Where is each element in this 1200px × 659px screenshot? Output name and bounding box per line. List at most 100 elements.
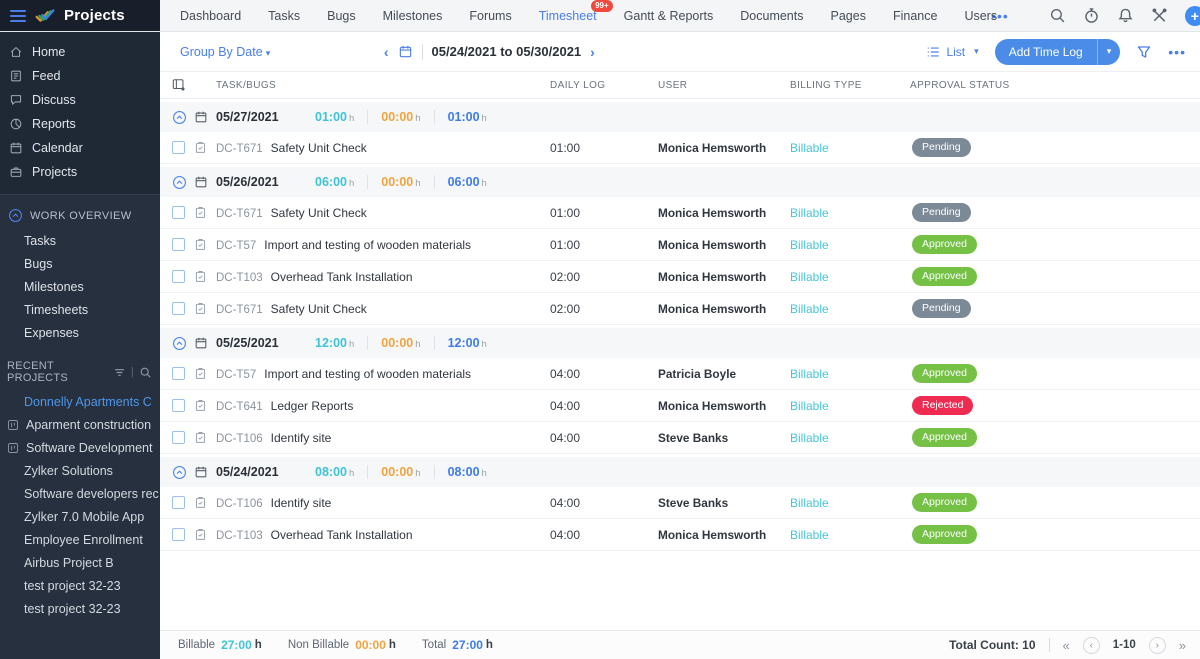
work-overview-item-milestones[interactable]: Milestones bbox=[24, 279, 84, 294]
billing-type[interactable]: Billable bbox=[790, 140, 829, 155]
recent-project-test-project-32-23[interactable]: test project 32-23 bbox=[0, 597, 160, 620]
nav-item-bugs[interactable]: Bugs bbox=[327, 8, 356, 23]
row-checkbox[interactable] bbox=[172, 496, 185, 509]
recent-project-airbus-project-b[interactable]: Airbus Project B bbox=[0, 551, 160, 574]
add-time-log-button[interactable]: Add Time Log ▾ bbox=[994, 38, 1121, 65]
recent-project-software-developers-rec[interactable]: Software developers rec bbox=[0, 482, 160, 505]
nav-item-forums[interactable]: Forums bbox=[469, 8, 512, 23]
row-checkbox[interactable] bbox=[172, 367, 185, 380]
search-projects-icon[interactable] bbox=[139, 366, 152, 379]
row-checkbox[interactable] bbox=[172, 238, 185, 251]
collapse-group-icon[interactable] bbox=[172, 175, 187, 190]
work-overview-item-expenses[interactable]: Expenses bbox=[24, 325, 79, 340]
add-new-button[interactable]: + bbox=[1184, 5, 1200, 26]
row-checkbox[interactable] bbox=[172, 270, 185, 283]
task-name[interactable]: Overhead Tank Installation bbox=[270, 269, 413, 284]
task-name[interactable]: Safety Unit Check bbox=[270, 301, 367, 316]
collapse-group-icon[interactable] bbox=[172, 110, 187, 125]
first-page-icon[interactable]: « bbox=[1062, 637, 1070, 653]
timer-icon[interactable] bbox=[1083, 7, 1100, 24]
view-selector-dropdown[interactable]: List ▾ bbox=[926, 45, 979, 59]
filter-icon[interactable] bbox=[1136, 44, 1152, 60]
daily-log-value: 01:00 bbox=[550, 205, 581, 220]
toolbar-more-button[interactable]: ••• bbox=[1168, 43, 1186, 60]
prev-week-chevron[interactable]: ‹ bbox=[383, 43, 389, 60]
billing-type[interactable]: Billable bbox=[790, 398, 829, 413]
recent-project-test-project-32-23[interactable]: test project 32-23 bbox=[0, 574, 160, 597]
divider bbox=[1048, 638, 1050, 652]
next-week-chevron[interactable]: › bbox=[590, 43, 595, 60]
nav-item-finance[interactable]: Finance bbox=[892, 8, 938, 23]
task-name[interactable]: Identify site bbox=[270, 495, 332, 510]
home-icon bbox=[9, 45, 23, 59]
group-non-billable-hours: 00:00 h bbox=[367, 465, 433, 479]
next-page-icon[interactable]: › bbox=[1148, 636, 1166, 654]
row-checkbox[interactable] bbox=[172, 206, 185, 219]
row-checkbox[interactable] bbox=[172, 141, 185, 154]
customize-columns-icon[interactable] bbox=[172, 78, 186, 92]
sidebar-item-home[interactable]: Home bbox=[0, 40, 160, 64]
task-clipboard-icon bbox=[194, 496, 207, 509]
work-overview-header[interactable]: WORK OVERVIEW bbox=[0, 204, 160, 229]
grand-total: 27:00 bbox=[452, 638, 483, 652]
tools-icon[interactable] bbox=[1151, 7, 1168, 24]
sidebar-item-projects[interactable]: Projects bbox=[0, 160, 160, 184]
nav-item-tasks[interactable]: Tasks bbox=[268, 8, 301, 23]
task-name[interactable]: Import and testing of wooden materials bbox=[264, 366, 472, 381]
sidebar-item-calendar[interactable]: Calendar bbox=[0, 136, 160, 160]
task-name[interactable]: Safety Unit Check bbox=[270, 205, 367, 220]
collapse-group-icon[interactable] bbox=[172, 336, 187, 351]
project-label: Airbus Project B bbox=[24, 555, 114, 570]
billing-type[interactable]: Billable bbox=[790, 366, 829, 381]
sidebar-item-discuss[interactable]: Discuss bbox=[0, 88, 160, 112]
prev-page-icon[interactable]: ‹ bbox=[1082, 636, 1100, 654]
col-approval-status: APPROVAL STATUS bbox=[910, 79, 1010, 91]
billing-type[interactable]: Billable bbox=[790, 430, 829, 445]
task-name[interactable]: Ledger Reports bbox=[270, 398, 354, 413]
billing-type[interactable]: Billable bbox=[790, 269, 829, 284]
recent-project-employee-enrollment[interactable]: Employee Enrollment bbox=[0, 528, 160, 551]
nav-item-pages[interactable]: Pages bbox=[830, 8, 866, 23]
collapse-group-icon[interactable] bbox=[172, 465, 187, 480]
billing-type[interactable]: Billable bbox=[790, 301, 829, 316]
work-overview-item-timesheets[interactable]: Timesheets bbox=[24, 302, 89, 317]
date-range-value[interactable]: 05/24/2021 to 05/30/2021 bbox=[431, 44, 582, 59]
billing-type[interactable]: Billable bbox=[790, 527, 829, 542]
add-time-log-dropdown[interactable]: ▾ bbox=[1096, 38, 1121, 65]
nav-item-users[interactable]: Users bbox=[964, 8, 998, 23]
nav-item-milestones[interactable]: Milestones bbox=[382, 8, 443, 23]
nav-more-button[interactable]: ••• bbox=[991, 7, 1009, 24]
hamburger-menu-icon[interactable] bbox=[10, 9, 26, 22]
task-name[interactable]: Import and testing of wooden materials bbox=[264, 237, 472, 252]
group-by-dropdown[interactable]: Group By Date ▾ bbox=[180, 44, 271, 59]
recent-project-software-development[interactable]: Software Development bbox=[0, 436, 160, 459]
recent-project-zylker-7-0-mobile-app[interactable]: Zylker 7.0 Mobile App bbox=[0, 505, 160, 528]
status-badge: Approved bbox=[912, 364, 977, 383]
recent-project-zylker-solutions[interactable]: Zylker Solutions bbox=[0, 459, 160, 482]
work-overview-item-tasks[interactable]: Tasks bbox=[24, 233, 56, 248]
row-checkbox[interactable] bbox=[172, 528, 185, 541]
notifications-bell-icon[interactable] bbox=[1117, 7, 1134, 24]
task-name[interactable]: Safety Unit Check bbox=[270, 140, 367, 155]
sidebar-item-reports[interactable]: Reports bbox=[0, 112, 160, 136]
nav-item-dashboard[interactable]: Dashboard bbox=[180, 8, 242, 23]
sort-projects-icon[interactable] bbox=[113, 366, 126, 379]
nav-item-documents[interactable]: Documents bbox=[740, 8, 804, 23]
task-name[interactable]: Overhead Tank Installation bbox=[270, 527, 413, 542]
task-name[interactable]: Identify site bbox=[270, 430, 332, 445]
sidebar-item-feed[interactable]: Feed bbox=[0, 64, 160, 88]
billing-type[interactable]: Billable bbox=[790, 237, 829, 252]
nav-item-gantt-reports[interactable]: Gantt & Reports bbox=[623, 8, 714, 23]
search-icon[interactable] bbox=[1049, 7, 1066, 24]
calendar-picker-icon[interactable] bbox=[398, 44, 413, 59]
row-checkbox[interactable] bbox=[172, 302, 185, 315]
recent-project-donnelly-apartments-c[interactable]: Donnelly Apartments C bbox=[0, 390, 160, 413]
row-checkbox[interactable] bbox=[172, 399, 185, 412]
nav-item-timesheet[interactable]: Timesheet 99+ bbox=[539, 0, 613, 23]
work-overview-item-bugs[interactable]: Bugs bbox=[24, 256, 53, 271]
billing-type[interactable]: Billable bbox=[790, 205, 829, 220]
billing-type[interactable]: Billable bbox=[790, 495, 829, 510]
row-checkbox[interactable] bbox=[172, 431, 185, 444]
last-page-icon[interactable]: » bbox=[1178, 637, 1186, 653]
recent-project-aparment-construction[interactable]: Aparment construction bbox=[0, 413, 160, 436]
